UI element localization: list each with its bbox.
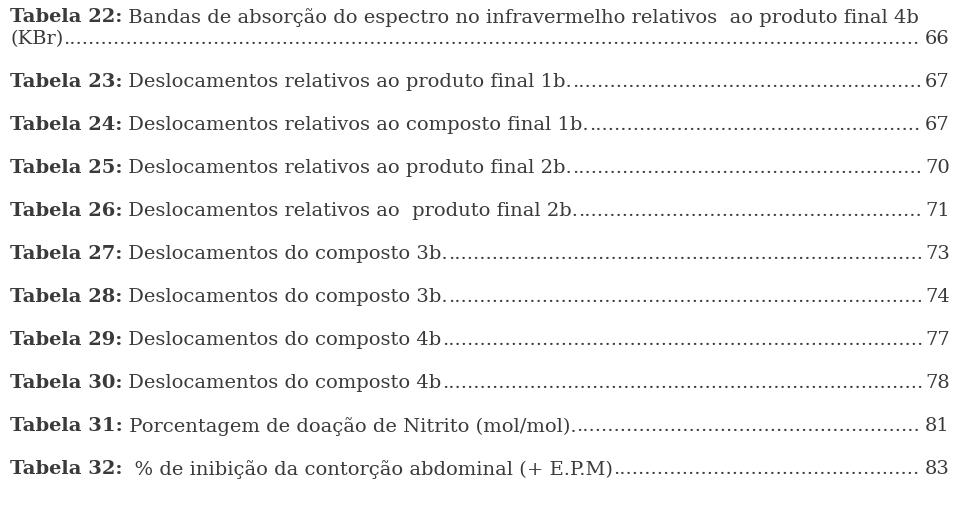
Text: .............................................................................: ........................................… (442, 331, 923, 349)
Text: 73: 73 (925, 245, 950, 263)
Text: Tabela 27:: Tabela 27: (10, 245, 122, 263)
Text: 83: 83 (925, 460, 950, 478)
Text: 74: 74 (925, 288, 950, 306)
Text: 70: 70 (925, 159, 950, 177)
Text: 67: 67 (925, 116, 950, 134)
Text: ........................................................: ........................................… (572, 73, 923, 91)
Text: (KBr): (KBr) (10, 30, 63, 48)
Text: Deslocamentos relativos ao  produto final 2b.: Deslocamentos relativos ao produto final… (123, 202, 579, 220)
Text: Deslocamentos relativos ao produto final 1b.: Deslocamentos relativos ao produto final… (123, 73, 572, 91)
Text: Bandas de absorção do espectro no infravermelho relativos  ao produto final 4b: Bandas de absorção do espectro no infrav… (122, 8, 920, 27)
Text: 66: 66 (925, 30, 950, 48)
Text: 71: 71 (925, 202, 950, 220)
Text: Deslocamentos do composto 4b: Deslocamentos do composto 4b (122, 331, 442, 349)
Text: Deslocamentos do composto 3b.: Deslocamentos do composto 3b. (122, 245, 448, 263)
Text: Tabela 26:: Tabela 26: (10, 202, 123, 220)
Text: Deslocamentos do composto 3b.: Deslocamentos do composto 3b. (122, 288, 448, 306)
Text: % de inibição da contorção abdominal (+ E.P.M): % de inibição da contorção abdominal (+ … (123, 460, 613, 479)
Text: Tabela 22:: Tabela 22: (10, 8, 122, 26)
Text: 67: 67 (925, 73, 950, 91)
Text: 77: 77 (925, 331, 950, 349)
Text: Porcentagem de doação de Nitrito (mol/mol).: Porcentagem de doação de Nitrito (mol/mo… (123, 417, 576, 436)
Text: 78: 78 (925, 374, 950, 392)
Text: Tabela 25:: Tabela 25: (10, 159, 123, 177)
Text: Tabela 28:: Tabela 28: (10, 288, 122, 306)
Text: Tabela 30:: Tabela 30: (10, 374, 123, 392)
Text: .......................................................: ........................................… (576, 417, 920, 435)
Text: ................................................................................: ........................................… (63, 30, 920, 48)
Text: Deslocamentos relativos ao composto final 1b.: Deslocamentos relativos ao composto fina… (122, 116, 589, 134)
Text: .................................................: ........................................… (613, 460, 920, 478)
Text: ........................................................: ........................................… (572, 159, 923, 177)
Text: Tabela 31:: Tabela 31: (10, 417, 123, 435)
Text: Tabela 23:: Tabela 23: (10, 73, 123, 91)
Text: .......................................................: ........................................… (579, 202, 923, 220)
Text: Tabela 32:: Tabela 32: (10, 460, 123, 478)
Text: Deslocamentos relativos ao produto final 2b.: Deslocamentos relativos ao produto final… (123, 159, 572, 177)
Text: ............................................................................: ........................................… (448, 245, 923, 263)
Text: .............................................................................: ........................................… (442, 374, 923, 392)
Text: Deslocamentos do composto 4b: Deslocamentos do composto 4b (123, 374, 442, 392)
Text: Tabela 29:: Tabela 29: (10, 331, 122, 349)
Text: .....................................................: ........................................… (589, 116, 921, 134)
Text: 81: 81 (925, 417, 950, 435)
Text: ............................................................................: ........................................… (448, 288, 923, 306)
Text: Tabela 24:: Tabela 24: (10, 116, 122, 134)
